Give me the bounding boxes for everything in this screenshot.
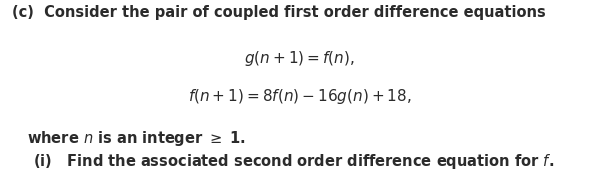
Text: (ii)  Hence find the direct prescriptions for $f(n)$ and $g(n)$ if $f(1) = 34$, : (ii) Hence find the direct prescriptions… [33, 173, 599, 175]
Text: (c)  Consider the pair of coupled first order difference equations: (c) Consider the pair of coupled first o… [12, 5, 546, 20]
Text: $g(n+1) = f(n),$: $g(n+1) = f(n),$ [244, 49, 355, 68]
Text: (i)   Find the associated second order difference equation for $f$.: (i) Find the associated second order dif… [33, 152, 554, 171]
Text: where $n$ is an integer $\geq$ 1.: where $n$ is an integer $\geq$ 1. [27, 130, 246, 149]
Text: $f(n+1) = 8f(n) - 16g(n) + 18,$: $f(n+1) = 8f(n) - 16g(n) + 18,$ [187, 88, 412, 107]
